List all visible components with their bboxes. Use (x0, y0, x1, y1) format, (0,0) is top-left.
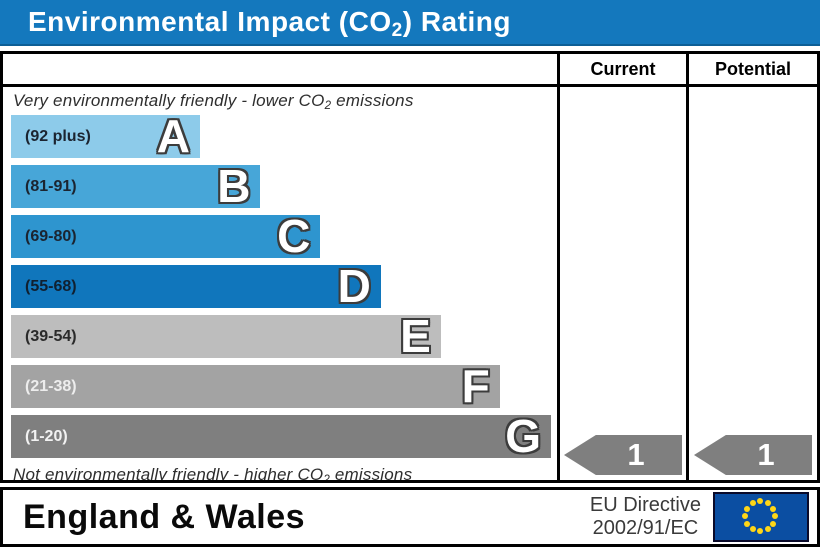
potential-rating-arrow: 1 (694, 435, 812, 475)
current-value-cell: 1 (557, 87, 686, 480)
band-row-c: (69-80) C (11, 209, 321, 262)
current-column-header: Current (557, 54, 686, 87)
band-letter: E (400, 309, 431, 362)
band-range-label: (81-91) (25, 177, 77, 195)
footer: England & Wales EU Directive 2002/91/EC (0, 487, 820, 547)
band-letter: D (337, 259, 371, 312)
band-letter: C (277, 209, 311, 262)
header-spacer-cell (3, 54, 557, 87)
band-letter: A (156, 109, 190, 162)
eu-directive-line2: 2002/91/EC (592, 517, 699, 539)
band-letter: F (461, 359, 490, 412)
band-range-label: (55-68) (25, 277, 77, 295)
current-rating-arrow: 1 (564, 435, 682, 475)
eu-flag-star (769, 520, 776, 527)
band-row-g: (1-20) G (11, 409, 551, 462)
eu-directive-label: EU Directive 2002/91/EC (590, 494, 701, 540)
eu-flag-star (744, 520, 750, 527)
band-range-label: (39-54) (25, 327, 77, 345)
eu-flag-star (749, 525, 756, 532)
eu-flag-star (744, 505, 750, 512)
top-note: Very environmentally friendly - lower CO… (13, 91, 414, 112)
eu-flag-star (742, 513, 748, 519)
band-letter: G (505, 409, 541, 462)
eu-flag-star (764, 525, 771, 532)
band-row-b: (81-91) B (11, 159, 261, 212)
bands-chart-area: Very environmentally friendly - lower CO… (3, 87, 557, 480)
band-row-a: (92 plus) A (11, 109, 200, 162)
eu-directive-line1: EU Directive (589, 494, 701, 516)
eu-flag (713, 492, 809, 542)
band-row-e: (39-54) E (11, 309, 441, 362)
chart-title: Environmental Impact (CO2) Rating (28, 6, 511, 41)
eu-flag-star (772, 513, 778, 519)
band-range-label: (69-80) (25, 227, 77, 245)
band-range-label: (1-20) (25, 427, 68, 445)
band-range-label: (92 plus) (25, 127, 91, 145)
current-rating-value: 1 (627, 437, 645, 472)
co2-subscript: 2 (391, 19, 403, 41)
band-row-f: (21-38) F (11, 359, 500, 412)
potential-rating-value: 1 (757, 437, 775, 472)
band-row-d: (55-68) D (11, 259, 381, 312)
chart-title-bar: Environmental Impact (CO2) Rating (0, 0, 820, 46)
eu-flag-star (769, 505, 776, 512)
eu-flag-star (749, 500, 756, 506)
eu-flag-star (757, 498, 763, 504)
eu-flag-star (764, 500, 771, 506)
band-range-label: (21-38) (25, 377, 77, 395)
potential-column-header: Potential (686, 54, 817, 87)
band-list: (92 plus) A (81-91) B (69-80) C (55-68) … (11, 109, 551, 462)
region-label: England & Wales (23, 497, 306, 536)
co2-subscript: 2 (324, 99, 332, 112)
bottom-note: Not environmentally friendly - higher CO… (13, 465, 551, 480)
eu-flag-star (757, 528, 763, 534)
potential-value-cell: 1 (686, 87, 817, 480)
rating-table: Current Potential Very environmentally f… (0, 51, 820, 483)
band-letter: B (217, 159, 251, 212)
co2-subscript: 2 (323, 473, 330, 480)
